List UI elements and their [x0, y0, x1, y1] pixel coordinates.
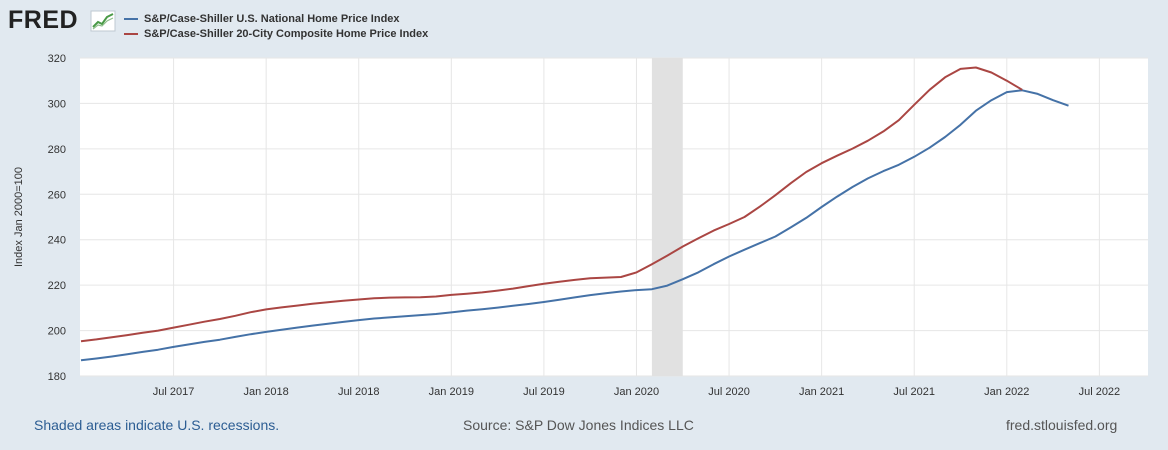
x-tick-label: Jan 2022: [984, 386, 1029, 398]
source-text: Source: S&P Dow Jones Indices LLC: [463, 417, 694, 433]
x-tick-label: Jan 2021: [799, 386, 844, 398]
legend: S&P/Case-Shiller U.S. National Home Pric…: [124, 11, 428, 41]
y-tick-label: 300: [48, 98, 66, 110]
site-link[interactable]: fred.stlouisfed.org: [1006, 417, 1118, 433]
y-tick-label: 260: [48, 189, 66, 201]
fred-logo-text: FRED: [8, 6, 79, 34]
y-tick-label: 200: [48, 326, 66, 338]
series-line-national[interactable]: [80, 89, 1069, 362]
x-tick-label: Jul 2021: [893, 386, 935, 398]
legend-item-national[interactable]: S&P/Case-Shiller U.S. National Home Pric…: [124, 11, 428, 26]
x-tick-label: Jan 2018: [244, 386, 289, 398]
line-chart[interactable]: 180 200 220 240 260 280 300 320 Jul 2017 Jan 201…: [0, 0, 1168, 400]
x-tick-label: Jan 2019: [429, 386, 474, 398]
x-tick-label: Jul 2020: [708, 386, 750, 398]
y-axis-label: Index Jan 2000=100: [13, 167, 25, 267]
y-tick-label: 320: [48, 53, 66, 65]
plot-area: [80, 58, 1148, 376]
y-tick-label: 280: [48, 144, 66, 156]
legend-label-20city: S&P/Case-Shiller 20-City Composite Home …: [144, 27, 429, 40]
x-tick-label: Jul 2019: [523, 386, 565, 398]
y-tick-label: 180: [48, 371, 66, 383]
x-tick-label: Jan 2020: [614, 386, 659, 398]
x-tick-label: Jul 2017: [153, 386, 195, 398]
x-tick-label: Jul 2022: [1079, 386, 1121, 398]
legend-item-20city[interactable]: S&P/Case-Shiller 20-City Composite Home …: [124, 26, 428, 41]
fred-logo[interactable]: FRED: [8, 6, 118, 36]
legend-label-national: S&P/Case-Shiller U.S. National Home Pric…: [144, 12, 400, 25]
recession-shade: [651, 58, 683, 376]
y-tick-label: 240: [48, 235, 66, 247]
legend-swatch-national: [124, 17, 138, 20]
graph-icon: [90, 10, 116, 32]
series-line-20city[interactable]: [80, 66, 1023, 343]
legend-swatch-20city: [124, 32, 138, 35]
x-tick-label: Jul 2018: [338, 386, 380, 398]
recession-note[interactable]: Shaded areas indicate U.S. recessions.: [34, 417, 280, 433]
y-tick-label: 220: [48, 280, 66, 292]
